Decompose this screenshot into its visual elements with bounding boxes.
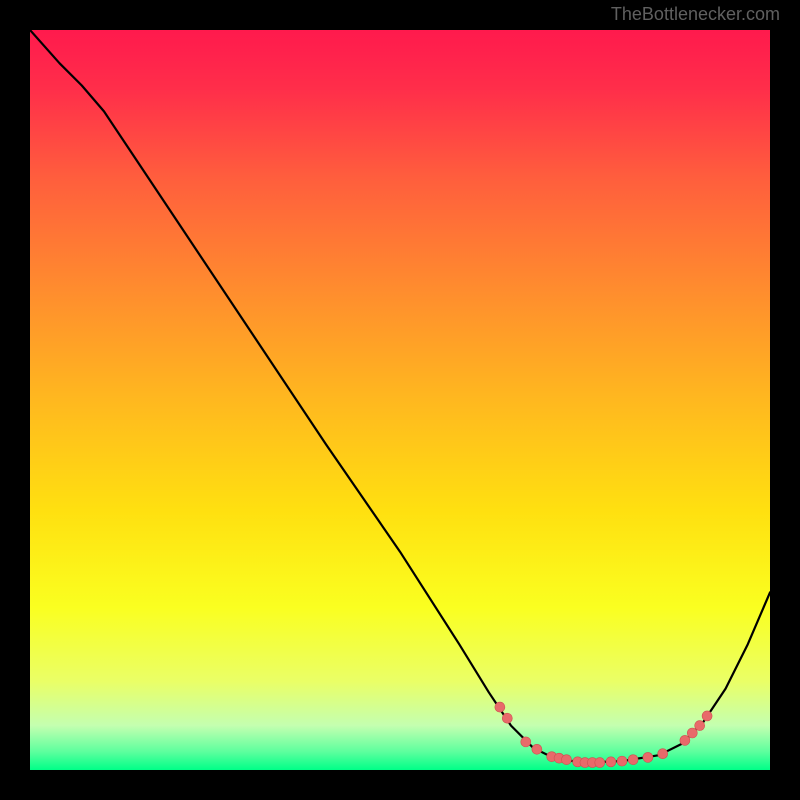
chart-marker — [495, 702, 505, 712]
chart-container — [30, 30, 770, 770]
chart-marker — [687, 728, 697, 738]
chart-marker — [521, 737, 531, 747]
chart-marker — [680, 735, 690, 745]
bottleneck-chart — [30, 30, 770, 770]
chart-marker — [628, 755, 638, 765]
chart-marker — [595, 758, 605, 768]
chart-marker — [532, 744, 542, 754]
chart-background — [30, 30, 770, 770]
attribution-text: TheBottlenecker.com — [611, 4, 780, 25]
chart-marker — [643, 752, 653, 762]
chart-marker — [502, 713, 512, 723]
chart-marker — [695, 721, 705, 731]
chart-marker — [617, 756, 627, 766]
chart-marker — [658, 749, 668, 759]
chart-marker — [606, 757, 616, 767]
chart-marker — [702, 711, 712, 721]
chart-marker — [562, 755, 572, 765]
